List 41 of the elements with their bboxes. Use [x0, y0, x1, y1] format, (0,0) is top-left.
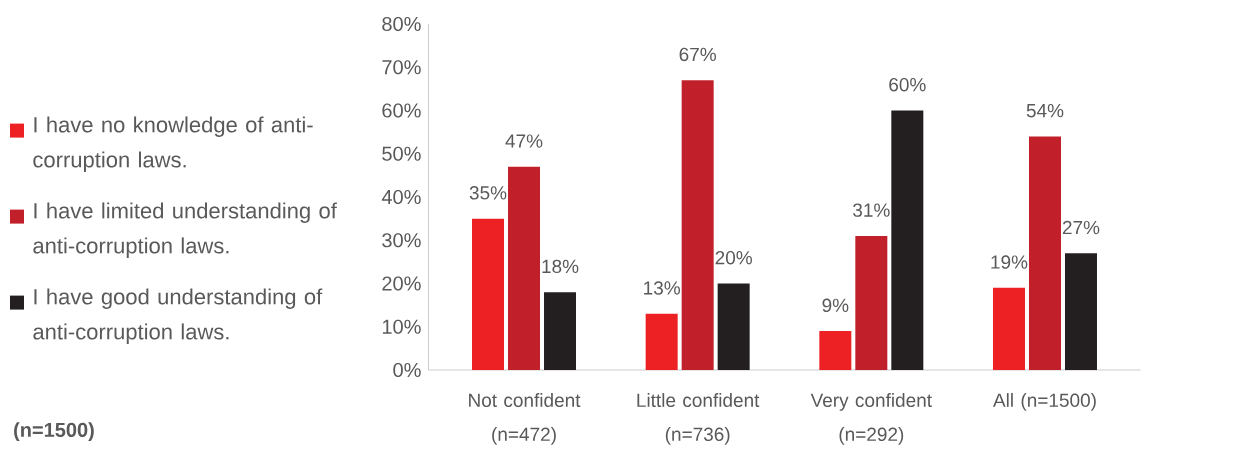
y-tick-label: 70%	[382, 60, 421, 75]
data-label: 60%	[889, 77, 926, 92]
data-label: 19%	[991, 255, 1028, 269]
y-tick-label: 20%	[382, 276, 421, 291]
y-tick-label: 0%	[393, 362, 421, 378]
data-label: 47%	[505, 134, 543, 148]
data-label: 35%	[469, 186, 507, 200]
data-label: 67%	[679, 47, 716, 62]
text: (n=1500)	[14, 422, 94, 441]
x-tick-label: Not confident (n=472)	[469, 393, 581, 445]
legend-label: I have good understanding of anti-corruption laws.	[33, 288, 323, 344]
y-tick-label: 60%	[382, 103, 421, 118]
bar	[992, 287, 1025, 370]
data-label: 27%	[1062, 220, 1100, 235]
bar	[1064, 253, 1097, 370]
bar	[645, 313, 678, 370]
y-tick-label: 50%	[382, 146, 421, 161]
x-tick-label: All (n=1500)	[993, 393, 1096, 411]
data-label: 13%	[644, 281, 680, 295]
bar	[1028, 136, 1061, 370]
bar	[472, 218, 505, 370]
data-label: 31%	[853, 203, 890, 217]
data-label: 54%	[1026, 104, 1064, 118]
bar	[855, 235, 888, 370]
bar	[717, 283, 750, 370]
bar	[819, 331, 852, 370]
y-tick-label: 10%	[382, 319, 421, 334]
bar	[681, 80, 714, 370]
y-tick-label: 30%	[382, 233, 421, 248]
y-tick-label: 80%	[382, 16, 421, 32]
y-tick-label: 40%	[381, 189, 421, 205]
bar	[891, 110, 924, 370]
data-label: 18%	[542, 259, 579, 274]
data-label: 20%	[715, 250, 752, 265]
legend-label: I have limited understanding of anti-corruption laws.	[33, 202, 337, 258]
x-tick-label: Very confident (n=292)	[810, 393, 932, 445]
bar	[544, 292, 577, 370]
bar	[508, 166, 541, 370]
x-tick-label: Little confident (n=736)	[637, 393, 760, 445]
legend-label: I have no knowledge of anti-corruption laws.	[33, 116, 313, 172]
data-label: 9%	[822, 298, 849, 313]
